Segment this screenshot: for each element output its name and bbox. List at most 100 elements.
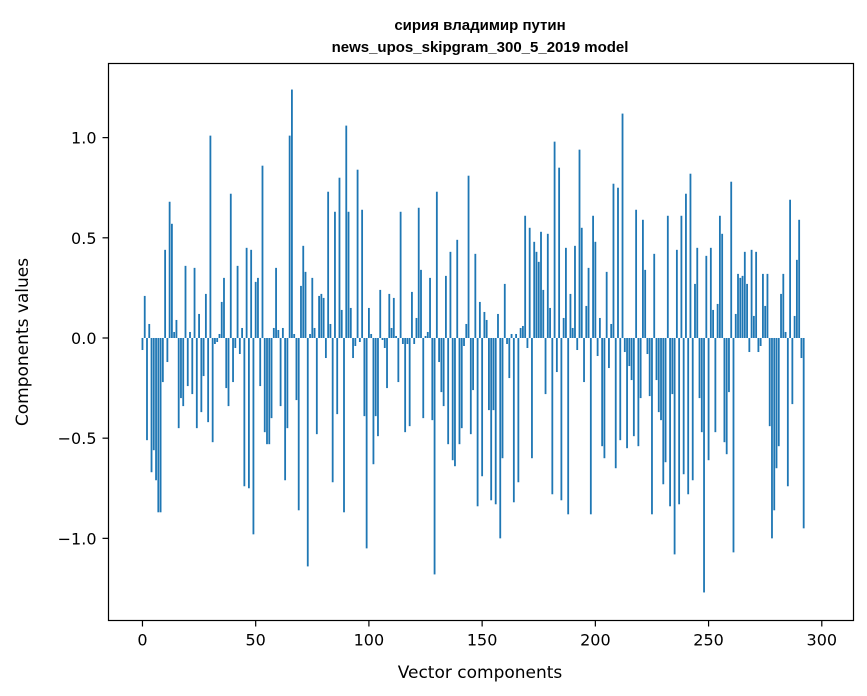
- bar-component-54: [263, 337, 266, 433]
- bar-component-267: [746, 283, 748, 338]
- bar-component-11: [166, 337, 169, 363]
- bar-component-95: [356, 169, 359, 338]
- bar-component-184: [558, 167, 561, 338]
- bar-component-212: [621, 113, 624, 338]
- bar-component-198: [589, 337, 592, 515]
- bar-component-25: [198, 313, 200, 338]
- bar-component-163: [510, 333, 513, 338]
- bar-component-190: [571, 327, 574, 338]
- bar-component-243: [691, 337, 694, 481]
- bar-component-215: [628, 337, 631, 367]
- bar-component-264: [739, 277, 742, 338]
- bar-component-100: [368, 307, 370, 338]
- bar-component-96: [358, 337, 361, 342]
- bar-component-143: [465, 323, 468, 338]
- bar-component-138: [454, 337, 456, 467]
- bar-component-222: [644, 269, 647, 338]
- bar-component-108: [386, 337, 388, 389]
- bar-component-156: [494, 337, 497, 505]
- bar-component-109: [388, 293, 391, 338]
- bar-component-274: [762, 273, 764, 338]
- bar-component-289: [795, 259, 798, 338]
- bar-component-130: [435, 191, 438, 338]
- bar-component-5: [152, 337, 155, 451]
- bar-component-2: [146, 337, 148, 441]
- bar-component-9: [161, 337, 164, 383]
- bar-component-277: [768, 337, 771, 427]
- bar-component-62: [281, 327, 284, 338]
- bar-component-141: [460, 337, 463, 429]
- bar-component-153: [488, 337, 490, 411]
- bar-component-43: [238, 337, 241, 355]
- bar-component-278: [771, 337, 773, 539]
- bar-component-224: [648, 337, 651, 397]
- bar-component-76: [313, 327, 316, 338]
- bar-component-129: [433, 337, 436, 575]
- bar-component-172: [531, 337, 533, 459]
- bar-component-228: [657, 337, 660, 413]
- bar-component-27: [202, 337, 205, 377]
- bar-component-88: [340, 309, 343, 338]
- bar-component-120: [413, 337, 416, 344]
- bar-component-168: [521, 325, 524, 338]
- bar-component-68: [295, 337, 298, 401]
- bar-component-188: [567, 337, 570, 515]
- bar-component-283: [782, 273, 785, 338]
- bar-component-104: [377, 337, 379, 437]
- bar-component-66: [291, 89, 293, 338]
- bar-component-107: [383, 337, 386, 349]
- bar-component-206: [608, 337, 610, 369]
- bar-component-110: [390, 327, 393, 338]
- bar-component-254: [716, 303, 719, 338]
- bar-component-121: [415, 317, 418, 338]
- bar-component-221: [642, 219, 644, 338]
- bar-component-24: [195, 337, 198, 429]
- chart-title-line-1: сирия владимир путин: [394, 17, 565, 34]
- bar-component-73: [306, 337, 309, 567]
- x-tick-label: 200: [580, 631, 611, 650]
- bar-component-284: [784, 331, 787, 338]
- y-tick-label: 1.0: [71, 129, 96, 148]
- bar-component-210: [617, 187, 619, 338]
- bar-component-74: [309, 333, 311, 338]
- bar-component-103: [374, 337, 377, 417]
- bar-component-167: [519, 327, 522, 338]
- bar-component-248: [703, 337, 705, 593]
- bar-component-191: [574, 245, 576, 338]
- bar-component-93: [352, 337, 354, 359]
- bar-component-90: [345, 125, 348, 338]
- bar-component-260: [730, 181, 733, 338]
- bar-component-80: [322, 297, 325, 338]
- bar-component-6: [155, 337, 157, 481]
- bar-component-127: [429, 277, 431, 338]
- bar-component-23: [193, 267, 196, 338]
- bar-component-269: [750, 249, 753, 338]
- bar-component-280: [775, 337, 778, 469]
- bar-component-42: [236, 265, 239, 338]
- bar-component-75: [311, 277, 314, 338]
- bar-component-154: [490, 337, 493, 501]
- bar-component-3: [148, 323, 151, 338]
- bar-component-59: [275, 267, 277, 338]
- bar-component-179: [546, 233, 549, 338]
- bar-component-85: [334, 211, 336, 338]
- bar-component-227: [655, 337, 658, 381]
- bar-component-176: [540, 231, 542, 338]
- bar-component-187: [565, 247, 567, 338]
- bar-component-86: [336, 337, 339, 415]
- bar-component-45: [243, 337, 246, 487]
- bar-component-209: [614, 337, 617, 469]
- bar-component-99: [365, 337, 368, 549]
- bar-component-238: [680, 215, 683, 338]
- bar-component-162: [508, 337, 511, 379]
- bar-component-97: [361, 209, 364, 338]
- x-tick-label: 150: [467, 631, 498, 650]
- bar-component-216: [630, 337, 633, 381]
- bar-component-261: [732, 337, 735, 553]
- bar-component-19: [184, 265, 187, 338]
- x-tick-label: 300: [807, 631, 838, 650]
- bar-component-13: [171, 223, 173, 338]
- bar-component-46: [245, 247, 248, 338]
- bar-component-279: [773, 337, 776, 511]
- bar-component-169: [524, 215, 527, 338]
